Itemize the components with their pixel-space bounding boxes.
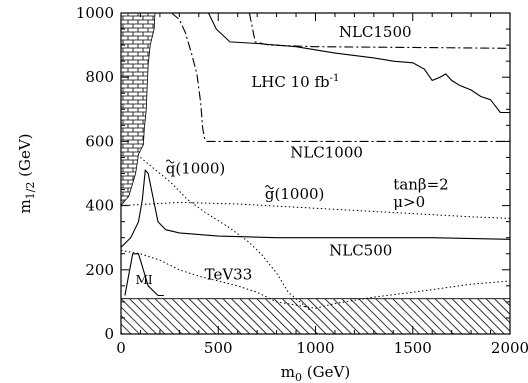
y-tick-label: 400 bbox=[85, 197, 114, 215]
annotation-gluino_label: g(1000) bbox=[265, 185, 324, 203]
excluded-regions bbox=[120, 12, 511, 335]
y-axis-subscript: 1/2 bbox=[24, 182, 37, 200]
annotations: NLC1500 LHC 10 fb-1 NLC1000 q(1000) g(1000) t… bbox=[136, 23, 449, 287]
annotation-tanbeta_label: tanβ=2 bbox=[393, 176, 448, 194]
annotation-nlc1000_label: NLC1000 bbox=[290, 143, 363, 161]
y-axis-title: m1/2 (GeV) bbox=[16, 133, 37, 213]
y-axis-unit: (GeV) bbox=[16, 133, 34, 181]
series-gluino bbox=[120, 201, 511, 219]
annotation-nlc500_label: NLC500 bbox=[329, 241, 392, 259]
x-tick-label: 0 bbox=[116, 339, 126, 357]
contour-lines bbox=[120, 12, 511, 312]
x-tick-label: 2000 bbox=[491, 339, 528, 357]
y-tick-label: 1000 bbox=[76, 4, 114, 22]
x-tick-label: 1500 bbox=[394, 339, 432, 357]
x-axis-symbol: m bbox=[281, 363, 295, 381]
series-mi bbox=[124, 253, 164, 297]
x-tick-label: 500 bbox=[204, 339, 233, 357]
x-axis-subscript: 0 bbox=[295, 371, 302, 383]
annotation-nlc1500_label: NLC1500 bbox=[339, 23, 412, 41]
x-axis-unit: (GeV) bbox=[302, 363, 350, 381]
x-axis-title: m0 (GeV) bbox=[281, 363, 350, 383]
series-tev_solid bbox=[120, 169, 511, 248]
series-squark bbox=[140, 157, 312, 312]
tilde-mark bbox=[265, 185, 274, 190]
annotation-lhc_label: LHC 10 fb-1 bbox=[251, 73, 339, 91]
y-tick-label: 0 bbox=[104, 325, 114, 343]
x-tick-label: 1000 bbox=[296, 339, 334, 357]
annotation-mu_label: μ>0 bbox=[393, 193, 425, 211]
annotation-superscript: -1 bbox=[330, 73, 340, 84]
annotation-squark_label: q(1000) bbox=[166, 160, 225, 178]
y-tick-label: 600 bbox=[85, 132, 114, 150]
annotation-tev33_label: TeV33 bbox=[205, 265, 253, 283]
series-nlc1500 bbox=[171, 12, 510, 142]
region-brick_excluded bbox=[120, 12, 156, 207]
y-axis-symbol: m bbox=[16, 199, 34, 213]
tilde-mark bbox=[165, 159, 175, 164]
y-tick-label: 800 bbox=[85, 68, 114, 86]
annotation-mi_label: MI bbox=[136, 273, 153, 287]
y-tick-label: 200 bbox=[85, 261, 114, 279]
axis-ticks: 0 500 1000 1500 2000 0 200 400 600 800 1000 bbox=[76, 4, 528, 357]
series-nlc1500_upper bbox=[248, 12, 511, 49]
